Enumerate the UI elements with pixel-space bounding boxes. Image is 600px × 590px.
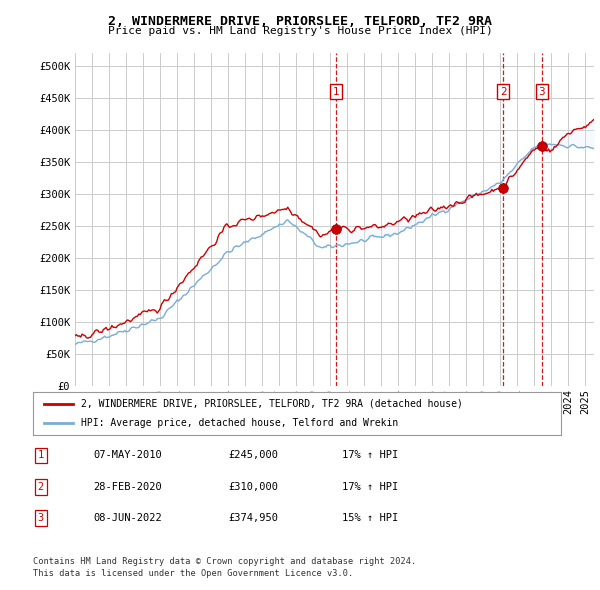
Text: 17% ↑ HPI: 17% ↑ HPI xyxy=(342,482,398,491)
Text: Contains HM Land Registry data © Crown copyright and database right 2024.: Contains HM Land Registry data © Crown c… xyxy=(33,557,416,566)
Text: HPI: Average price, detached house, Telford and Wrekin: HPI: Average price, detached house, Telf… xyxy=(80,418,398,428)
Text: 1: 1 xyxy=(38,451,44,460)
Text: 17% ↑ HPI: 17% ↑ HPI xyxy=(342,451,398,460)
Text: Price paid vs. HM Land Registry's House Price Index (HPI): Price paid vs. HM Land Registry's House … xyxy=(107,26,493,36)
Text: 2, WINDERMERE DRIVE, PRIORSLEE, TELFORD, TF2 9RA: 2, WINDERMERE DRIVE, PRIORSLEE, TELFORD,… xyxy=(108,15,492,28)
Text: 15% ↑ HPI: 15% ↑ HPI xyxy=(342,513,398,523)
Text: 2, WINDERMERE DRIVE, PRIORSLEE, TELFORD, TF2 9RA (detached house): 2, WINDERMERE DRIVE, PRIORSLEE, TELFORD,… xyxy=(80,399,463,409)
Text: 2: 2 xyxy=(38,482,44,491)
Text: This data is licensed under the Open Government Licence v3.0.: This data is licensed under the Open Gov… xyxy=(33,569,353,578)
Text: £310,000: £310,000 xyxy=(228,482,278,491)
Text: 3: 3 xyxy=(38,513,44,523)
Text: £374,950: £374,950 xyxy=(228,513,278,523)
Text: 2: 2 xyxy=(500,87,506,97)
Text: £245,000: £245,000 xyxy=(228,451,278,460)
Text: 08-JUN-2022: 08-JUN-2022 xyxy=(93,513,162,523)
Text: 3: 3 xyxy=(539,87,545,97)
Text: 1: 1 xyxy=(333,87,340,97)
Text: 07-MAY-2010: 07-MAY-2010 xyxy=(93,451,162,460)
Text: 28-FEB-2020: 28-FEB-2020 xyxy=(93,482,162,491)
